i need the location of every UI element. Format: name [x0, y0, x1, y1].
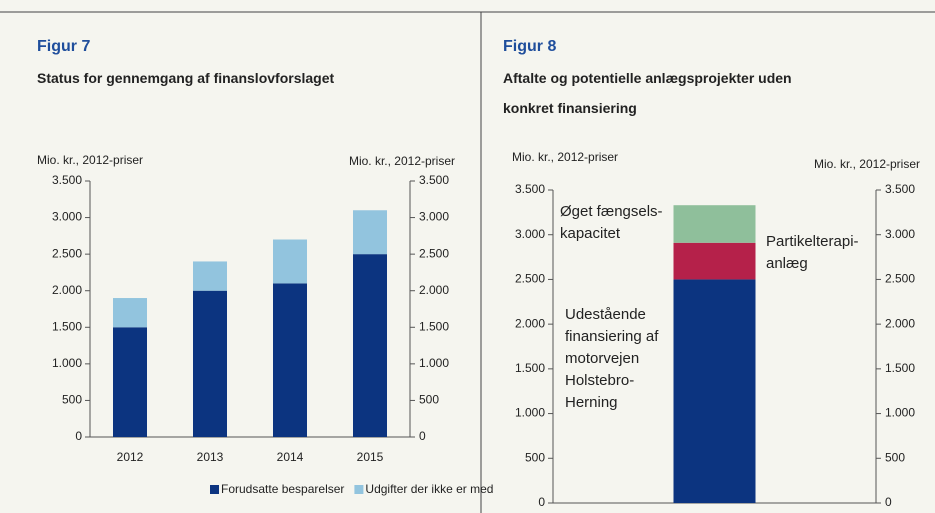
y2-tick-label: 1.500 — [885, 361, 915, 375]
y2-tick-label: 1.500 — [419, 319, 449, 333]
x-tick-label: 2012 — [117, 450, 144, 464]
y-tick-label: 2.500 — [52, 246, 82, 260]
x-tick-label: 2015 — [357, 450, 384, 464]
legend-swatch — [210, 485, 219, 494]
bar-segment — [193, 290, 227, 437]
bar-segment — [193, 261, 227, 291]
y2-tick-label: 3.000 — [419, 210, 449, 224]
legend-label: Forudsatte besparelser — [221, 482, 344, 496]
y2-tick-label: 500 — [885, 450, 905, 464]
y-tick-label: 2.500 — [515, 272, 545, 286]
y2-tick-label: 2.500 — [419, 246, 449, 260]
x-tick-label: 2013 — [197, 450, 224, 464]
y-tick-label: 2.000 — [52, 283, 82, 297]
y2-tick-label: 2.000 — [419, 283, 449, 297]
bar-segment — [353, 210, 387, 255]
y2-tick-label: 0 — [419, 429, 426, 443]
y2-tick-label: 1.000 — [419, 356, 449, 370]
y-tick-label: 3.000 — [52, 210, 82, 224]
y-tick-label: 3.500 — [52, 173, 82, 187]
y-axis-label: Mio. kr., 2012-priser — [37, 153, 143, 167]
y-tick-label: 2.000 — [515, 316, 545, 330]
chart-title: Figur 7 — [37, 38, 91, 55]
y-tick-label: 1.500 — [515, 361, 545, 375]
y2-tick-label: 3.000 — [885, 227, 915, 241]
bar-segment — [353, 254, 387, 437]
y-tick-label: 3.000 — [515, 227, 545, 241]
bar-segment — [673, 205, 756, 243]
chart-title: Figur 8 — [503, 38, 557, 55]
y2-tick-label: 500 — [419, 393, 439, 407]
annotation: Partikelterapi- anlæg — [766, 233, 859, 272]
y2-tick-label: 1.000 — [885, 406, 915, 420]
y2-tick-label: 3.500 — [419, 173, 449, 187]
y-tick-label: 3.500 — [515, 182, 545, 196]
y2-axis-label: Mio. kr., 2012-priser — [814, 157, 920, 171]
bar-segment — [273, 283, 307, 437]
y2-tick-label: 3.500 — [885, 182, 915, 196]
y-tick-label: 500 — [62, 393, 82, 407]
y2-tick-label: 2.000 — [885, 316, 915, 330]
y-tick-label: 0 — [75, 429, 82, 443]
annotation: Øget fængsels- kapacitet — [560, 203, 663, 242]
bar-segment — [673, 242, 756, 280]
bar-segment — [273, 239, 307, 284]
legend-label: Udgifter der ikke er med — [365, 482, 493, 496]
bar-segment — [113, 327, 147, 437]
x-tick-label: 2014 — [277, 450, 304, 464]
bar-segment — [673, 279, 756, 503]
legend-swatch — [354, 485, 364, 494]
y-tick-label: 1.500 — [52, 319, 82, 333]
y-tick-label: 1.000 — [515, 406, 545, 420]
annotation: Udestående finansiering af motorvejen Ho… — [565, 306, 659, 411]
y-tick-label: 0 — [538, 495, 545, 509]
y2-tick-label: 0 — [885, 495, 892, 509]
y-axis-label: Mio. kr., 2012-priser — [512, 150, 618, 164]
y2-tick-label: 2.500 — [885, 272, 915, 286]
bar-segment — [113, 298, 147, 328]
y-tick-label: 1.000 — [52, 356, 82, 370]
chart-subtitle: Status for gennemgang af finanslovforsla… — [37, 70, 335, 86]
y2-axis-label: Mio. kr., 2012-priser — [349, 154, 455, 168]
y-tick-label: 500 — [525, 450, 545, 464]
chart-subtitle: Aftalte og potentielle anlægsprojekter u… — [503, 70, 792, 116]
